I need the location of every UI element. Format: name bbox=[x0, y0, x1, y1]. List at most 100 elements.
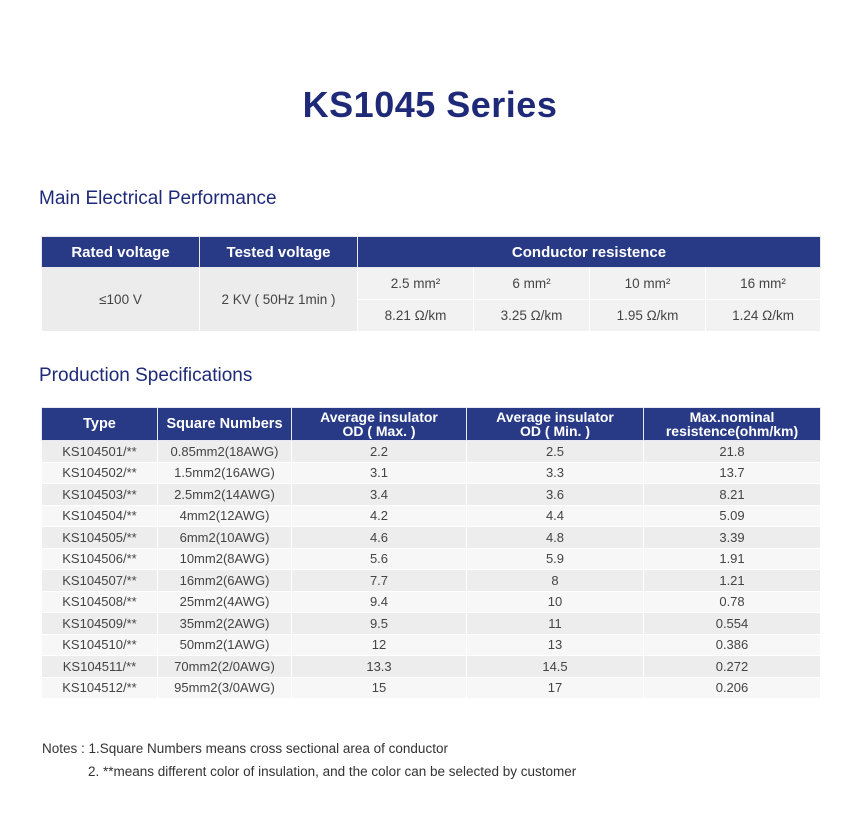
conductor-size: 2.5 mm² bbox=[357, 267, 474, 300]
cell-od-min: 13 bbox=[466, 633, 644, 656]
table-row: KS104503/** 2.5mm2(14AWG) 3.4 3.6 8.21 bbox=[41, 483, 821, 506]
cell-od-max: 7.7 bbox=[291, 569, 467, 592]
table-row: KS104506/** 10mm2(8AWG) 5.6 5.9 1.91 bbox=[41, 547, 821, 570]
cell-res: 8.21 bbox=[643, 483, 821, 506]
cell-res: 0.272 bbox=[643, 655, 821, 678]
cell-square: 25mm2(4AWG) bbox=[157, 590, 292, 613]
cell-od-min: 4.4 bbox=[466, 504, 644, 527]
header-max-resistence: Max.nominal resistence(ohm/km) bbox=[643, 407, 821, 441]
cell-od-min: 8 bbox=[466, 569, 644, 592]
cell-res: 21.8 bbox=[643, 440, 821, 463]
cell-type: KS104512/** bbox=[41, 676, 158, 699]
cell-square: 10mm2(8AWG) bbox=[157, 547, 292, 570]
cell-od-max: 3.4 bbox=[291, 483, 467, 506]
cell-od-max: 9.4 bbox=[291, 590, 467, 613]
cell-type: KS104508/** bbox=[41, 590, 158, 613]
cell-od-max: 3.1 bbox=[291, 461, 467, 484]
cell-type: KS104510/** bbox=[41, 633, 158, 656]
conductor-resistance: 1.24 Ω/km bbox=[704, 299, 822, 332]
cell-square: 0.85mm2(18AWG) bbox=[157, 440, 292, 463]
cell-od-min: 3.3 bbox=[466, 461, 644, 484]
conductor-resistance: 8.21 Ω/km bbox=[357, 299, 474, 332]
note-line-2: 2. **means different color of insulation… bbox=[88, 764, 577, 779]
header-square-numbers: Square Numbers bbox=[157, 407, 292, 441]
header-conductor-resistence: Conductor resistence bbox=[356, 236, 822, 268]
cell-res: 0.554 bbox=[643, 612, 821, 635]
cell-od-max: 4.2 bbox=[291, 504, 467, 527]
cell-type: KS104501/** bbox=[41, 440, 158, 463]
cell-square: 35mm2(2AWG) bbox=[157, 612, 292, 635]
cell-square: 16mm2(6AWG) bbox=[157, 569, 292, 592]
table-row: KS104502/** 1.5mm2(16AWG) 3.1 3.3 13.7 bbox=[41, 461, 821, 484]
cell-od-min: 5.9 bbox=[466, 547, 644, 570]
cell-square: 6mm2(10AWG) bbox=[157, 526, 292, 549]
cell-od-max: 12 bbox=[291, 633, 467, 656]
notes: Notes : 1.Square Numbers means cross sec… bbox=[42, 737, 576, 783]
cell-res: 13.7 bbox=[643, 461, 821, 484]
cell-type: KS104502/** bbox=[41, 461, 158, 484]
table-row: KS104512/** 95mm2(3/0AWG) 15 17 0.206 bbox=[41, 676, 821, 699]
cell-od-min: 4.8 bbox=[466, 526, 644, 549]
header-rated-voltage: Rated voltage bbox=[41, 236, 200, 268]
production-heading: Production Specifications bbox=[39, 365, 253, 386]
cell-square: 70mm2(2/0AWG) bbox=[157, 655, 292, 678]
cell-od-min: 17 bbox=[466, 676, 644, 699]
cell-square: 1.5mm2(16AWG) bbox=[157, 461, 292, 484]
cell-od-max: 13.3 bbox=[291, 655, 467, 678]
cell-od-min: 14.5 bbox=[466, 655, 644, 678]
page-title: KS1045 Series bbox=[302, 84, 558, 125]
table-row: KS104504/** 4mm2(12AWG) 4.2 4.4 5.09 bbox=[41, 504, 821, 527]
header-type: Type bbox=[41, 407, 158, 441]
header-od-max-line2: OD ( Max. ) bbox=[342, 423, 416, 439]
table-row: KS104511/** 70mm2(2/0AWG) 13.3 14.5 0.272 bbox=[41, 655, 821, 678]
cell-od-max: 15 bbox=[291, 676, 467, 699]
cell-res: 0.206 bbox=[643, 676, 821, 699]
cell-res: 1.21 bbox=[643, 569, 821, 592]
cell-type: KS104511/** bbox=[41, 655, 158, 678]
header-od-max-line1: Average insulator bbox=[320, 409, 438, 425]
header-od-min-line1: Average insulator bbox=[496, 409, 614, 425]
cell-square: 2.5mm2(14AWG) bbox=[157, 483, 292, 506]
cell-type: KS104505/** bbox=[41, 526, 158, 549]
cell-square: 50mm2(1AWG) bbox=[157, 633, 292, 656]
table-row: KS104507/** 16mm2(6AWG) 7.7 8 1.21 bbox=[41, 569, 821, 592]
header-res-line2: resistence(ohm/km) bbox=[665, 423, 799, 439]
table-row: KS104505/** 6mm2(10AWG) 4.6 4.8 3.39 bbox=[41, 526, 821, 549]
cell-res: 3.39 bbox=[643, 526, 821, 549]
table-row: KS104510/** 50mm2(1AWG) 12 13 0.386 bbox=[41, 633, 821, 656]
electrical-table: Rated voltage Tested voltage Conductor r… bbox=[41, 236, 822, 332]
conductor-resistance: 3.25 Ω/km bbox=[473, 299, 590, 332]
cell-od-min: 2.5 bbox=[466, 440, 644, 463]
production-table-body: KS104501/** 0.85mm2(18AWG) 2.2 2.5 21.8 KS104… bbox=[41, 440, 821, 699]
table-row: KS104509/** 35mm2(2AWG) 9.5 11 0.554 bbox=[41, 612, 821, 635]
header-od-min: Average insulator OD ( Min. ) bbox=[466, 407, 644, 441]
rated-voltage-value: ≤100 V bbox=[41, 267, 200, 332]
cell-od-max: 9.5 bbox=[291, 612, 467, 635]
cell-type: KS104504/** bbox=[41, 504, 158, 527]
electrical-heading: Main Electrical Performance bbox=[39, 188, 277, 209]
cell-od-max: 4.6 bbox=[291, 526, 467, 549]
conductor-size: 10 mm² bbox=[589, 267, 706, 300]
cell-res: 0.78 bbox=[643, 590, 821, 613]
header-od-max: Average insulator OD ( Max. ) bbox=[291, 407, 467, 441]
cell-square: 4mm2(12AWG) bbox=[157, 504, 292, 527]
cell-type: KS104503/** bbox=[41, 483, 158, 506]
conductor-size: 6 mm² bbox=[473, 267, 590, 300]
conductor-resistance: 1.95 Ω/km bbox=[589, 299, 706, 332]
cell-type: KS104509/** bbox=[41, 612, 158, 635]
tested-voltage-value: 2 KV ( 50Hz 1min ) bbox=[199, 267, 358, 332]
cell-od-min: 3.6 bbox=[466, 483, 644, 506]
cell-type: KS104506/** bbox=[41, 547, 158, 570]
header-od-min-line2: OD ( Min. ) bbox=[520, 423, 590, 439]
conductor-size: 16 mm² bbox=[704, 267, 822, 300]
cell-res: 0.386 bbox=[643, 633, 821, 656]
production-table: Type Square Numbers Average insulator OD… bbox=[41, 407, 821, 699]
cell-od-max: 2.2 bbox=[291, 440, 467, 463]
cell-od-min: 11 bbox=[466, 612, 644, 635]
cell-type: KS104507/** bbox=[41, 569, 158, 592]
cell-square: 95mm2(3/0AWG) bbox=[157, 676, 292, 699]
cell-res: 1.91 bbox=[643, 547, 821, 570]
cell-od-min: 10 bbox=[466, 590, 644, 613]
cell-res: 5.09 bbox=[643, 504, 821, 527]
table-row: KS104501/** 0.85mm2(18AWG) 2.2 2.5 21.8 bbox=[41, 440, 821, 463]
